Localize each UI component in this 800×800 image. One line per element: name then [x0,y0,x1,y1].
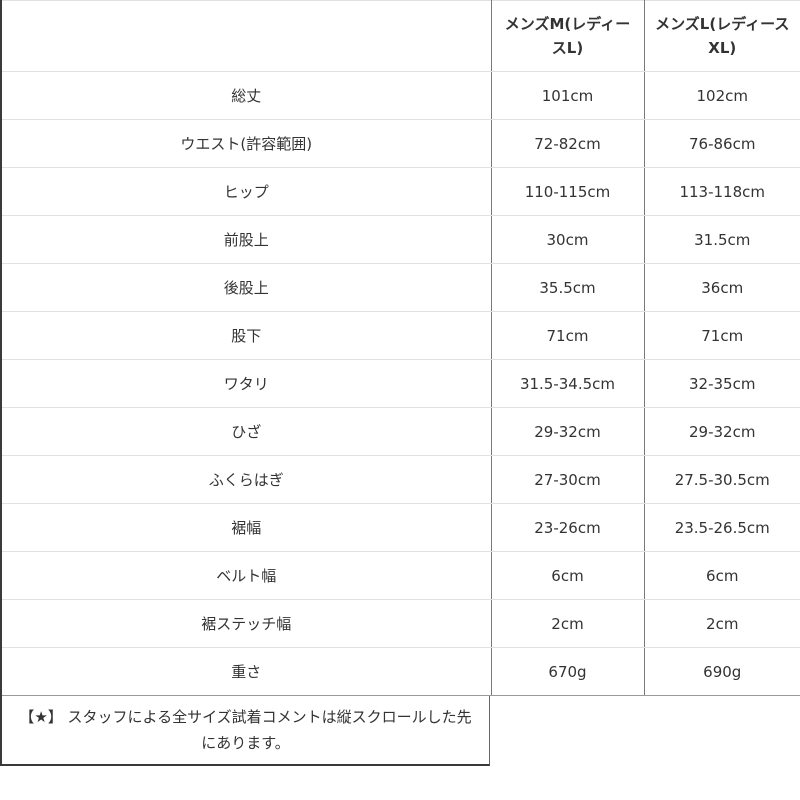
footnote-text: 【★】 スタッフによる全サイズ試着コメントは縦スクロールした先にあります。 [19,708,472,752]
value-size-m: 27-30cm [490,455,644,504]
value-size-m: 23-26cm [490,503,644,552]
header-empty-cell [1,0,491,72]
table-row-front-rise: 前股上 30cm 31.5cm [1,215,800,264]
table-row-hip: ヒップ 110-115cm 113-118cm [1,167,800,216]
measurement-label: 裾幅 [1,503,491,552]
value-size-l: 6cm [643,551,800,600]
value-size-m: 6cm [490,551,644,600]
value-size-m: 35.5cm [490,263,644,312]
value-size-m: 110-115cm [490,167,644,216]
measurement-label: ふくらはぎ [1,455,491,504]
value-size-m: 29-32cm [490,407,644,456]
table-row-waist: ウエスト(許容範囲) 72-82cm 76-86cm [1,119,800,168]
value-size-m: 2cm [490,599,644,648]
value-size-m: 670g [490,647,644,696]
value-size-l: 113-118cm [643,167,800,216]
size-chart-table: メンズM(レディースL) メンズL(レディースXL) 総丈 101cm 102c… [0,0,800,696]
table-row-thigh: ワタリ 31.5-34.5cm 32-35cm [1,359,800,408]
header-row: メンズM(レディースL) メンズL(レディースXL) [1,0,800,72]
measurement-label: ワタリ [1,359,491,408]
measurement-label: 前股上 [1,215,491,264]
value-size-m: 71cm [490,311,644,360]
measurement-label: ウエスト(許容範囲) [1,119,491,168]
measurement-label: ヒップ [1,167,491,216]
measurement-label: ベルト幅 [1,551,491,600]
value-size-l: 23.5-26.5cm [643,503,800,552]
value-size-l: 71cm [643,311,800,360]
measurement-label: ひざ [1,407,491,456]
table-row-back-rise: 後股上 35.5cm 36cm [1,263,800,312]
measurement-label: 裾ステッチ幅 [1,599,491,648]
table-row-weight: 重さ 670g 690g [1,647,800,696]
table-row-inseam: 股下 71cm 71cm [1,311,800,360]
measurement-label: 総丈 [1,71,491,120]
value-size-l: 27.5-30.5cm [643,455,800,504]
table-row-belt-width: ベルト幅 6cm 6cm [1,551,800,600]
value-size-l: 2cm [643,599,800,648]
footnote-box: 【★】 スタッフによる全サイズ試着コメントは縦スクロールした先にあります。 [0,696,490,766]
value-size-l: 29-32cm [643,407,800,456]
value-size-l: 76-86cm [643,119,800,168]
table-row-souchaku: 総丈 101cm 102cm [1,71,800,120]
measurement-label: 重さ [1,647,491,696]
table-row-hem-stitch-width: 裾ステッチ幅 2cm 2cm [1,599,800,648]
header-size-l: メンズL(レディースXL) [643,0,800,72]
value-size-l: 690g [643,647,800,696]
value-size-l: 36cm [643,263,800,312]
measurement-label: 後股上 [1,263,491,312]
table-row-calf: ふくらはぎ 27-30cm 27.5-30.5cm [1,455,800,504]
value-size-l: 31.5cm [643,215,800,264]
value-size-m: 30cm [490,215,644,264]
value-size-m: 31.5-34.5cm [490,359,644,408]
value-size-m: 101cm [490,71,644,120]
header-size-m: メンズM(レディースL) [490,0,644,72]
value-size-m: 72-82cm [490,119,644,168]
measurement-label: 股下 [1,311,491,360]
value-size-l: 102cm [643,71,800,120]
value-size-l: 32-35cm [643,359,800,408]
size-chart-page: メンズM(レディースL) メンズL(レディースXL) 総丈 101cm 102c… [0,0,800,766]
table-row-knee: ひざ 29-32cm 29-32cm [1,407,800,456]
table-row-hem-width: 裾幅 23-26cm 23.5-26.5cm [1,503,800,552]
